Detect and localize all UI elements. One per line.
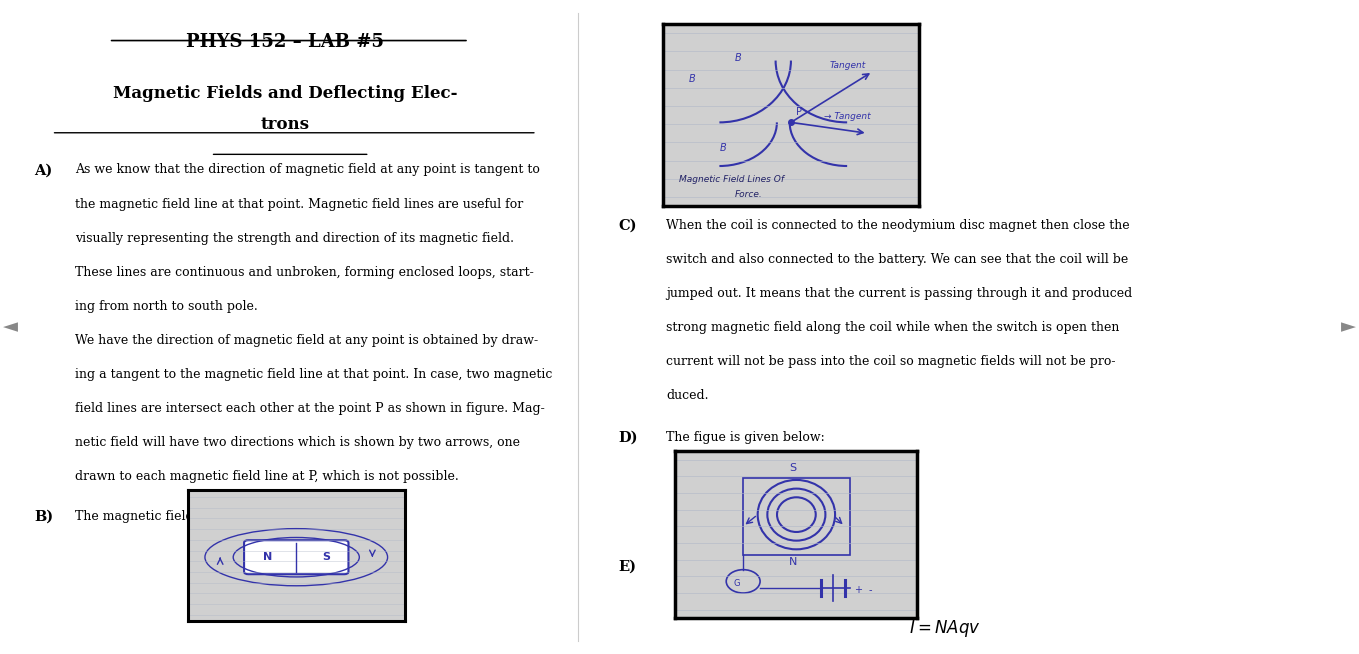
Text: ing a tangent to the magnetic field line at that point. In case, two magnetic: ing a tangent to the magnetic field line…: [75, 368, 552, 381]
Text: B: B: [689, 75, 696, 84]
Text: Force.: Force.: [735, 190, 762, 199]
Text: S: S: [322, 552, 330, 562]
Text: ◄: ◄: [3, 317, 19, 337]
Text: D): D): [618, 431, 637, 445]
Text: Magnetic Fields and Deflecting Elec-: Magnetic Fields and Deflecting Elec-: [113, 85, 458, 102]
Text: PHYS 152 – LAB #5: PHYS 152 – LAB #5: [186, 33, 385, 51]
Text: strong magnetic field along the coil while when the switch is open then: strong magnetic field along the coil whi…: [666, 321, 1120, 334]
Text: These lines are continuous and unbroken, forming enclosed loops, start-: These lines are continuous and unbroken,…: [75, 266, 534, 279]
Text: P: P: [796, 107, 802, 117]
Text: Tangent: Tangent: [829, 61, 866, 70]
Text: B): B): [34, 510, 53, 524]
Text: The magnetic fields with magnet is given by:: The magnetic fields with magnet is given…: [75, 510, 360, 523]
Text: jumped out. It means that the current is passing through it and produced: jumped out. It means that the current is…: [666, 287, 1132, 300]
Text: C): C): [618, 219, 637, 233]
Text: N: N: [264, 552, 273, 562]
Text: N: N: [790, 557, 798, 566]
Text: netic field will have two directions which is shown by two arrows, one: netic field will have two directions whi…: [75, 436, 519, 449]
Text: switch and also connected to the battery. We can see that the coil will be: switch and also connected to the battery…: [666, 253, 1128, 266]
Text: When the coil is connected to the neodymium disc magnet then close the: When the coil is connected to the neodym…: [666, 219, 1129, 232]
Text: A): A): [34, 164, 52, 177]
FancyBboxPatch shape: [245, 540, 348, 574]
Text: current will not be pass into the coil so magnetic fields will not be pro-: current will not be pass into the coil s…: [666, 355, 1116, 368]
Text: duced.: duced.: [666, 389, 708, 402]
Text: → Tangent: → Tangent: [824, 112, 871, 121]
Text: B: B: [735, 52, 742, 63]
Text: drawn to each magnetic field line at P, which is not possible.: drawn to each magnetic field line at P, …: [75, 470, 458, 483]
Text: B: B: [719, 143, 726, 154]
Text: visually representing the strength and direction of its magnetic field.: visually representing the strength and d…: [75, 232, 514, 245]
Text: field lines are intersect each other at the point P as shown in figure. Mag-: field lines are intersect each other at …: [75, 402, 545, 415]
Text: E): E): [618, 559, 636, 573]
Text: trons: trons: [261, 116, 310, 133]
Text: We have the direction of magnetic field at any point is obtained by draw-: We have the direction of magnetic field …: [75, 334, 538, 347]
Text: ing from north to south pole.: ing from north to south pole.: [75, 300, 257, 313]
Text: S: S: [790, 463, 796, 473]
Text: $\it{I = NAqv}$: $\it{I = NAqv}$: [909, 618, 980, 639]
Text: G: G: [734, 579, 741, 589]
Text: ►: ►: [1340, 317, 1356, 337]
Text: Magnetic Field Lines Of: Magnetic Field Lines Of: [678, 175, 784, 184]
Text: +: +: [855, 585, 863, 595]
Text: -: -: [868, 585, 872, 595]
Text: As we know that the direction of magnetic field at any point is tangent to: As we know that the direction of magneti…: [75, 164, 540, 177]
Bar: [743, 478, 849, 555]
Text: the magnetic field line at that point. Magnetic field lines are useful for: the magnetic field line at that point. M…: [75, 198, 523, 211]
Text: The figue is given below:: The figue is given below:: [666, 431, 825, 444]
